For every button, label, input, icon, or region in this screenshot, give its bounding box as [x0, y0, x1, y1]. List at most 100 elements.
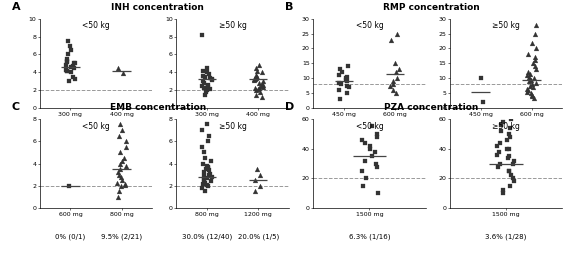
Point	[206, 159, 215, 163]
Point	[113, 170, 122, 175]
Point	[204, 83, 213, 87]
Point	[207, 175, 216, 179]
Point	[343, 79, 352, 83]
Text: PZA concentration: PZA concentration	[384, 103, 478, 112]
Point	[199, 150, 208, 155]
Point	[70, 66, 79, 70]
Point	[67, 65, 76, 69]
Text: A: A	[12, 2, 20, 11]
Point	[343, 64, 352, 69]
Text: 20.0% (1/5): 20.0% (1/5)	[237, 233, 279, 240]
Point	[531, 32, 540, 36]
Point	[198, 186, 207, 190]
Text: 0% (0/2): 0% (0/2)	[106, 133, 137, 140]
Point	[358, 169, 367, 173]
Point	[201, 167, 210, 171]
Point	[69, 60, 78, 65]
Point	[525, 72, 534, 76]
Point	[257, 84, 266, 88]
Text: B: B	[285, 2, 294, 11]
Point	[115, 122, 124, 127]
Point	[207, 179, 216, 184]
Text: 26.7% (4/15): 26.7% (4/15)	[321, 133, 367, 140]
Point	[389, 79, 398, 83]
Point	[202, 88, 211, 92]
Text: INH concentration: INH concentration	[111, 2, 204, 11]
Point	[198, 145, 207, 149]
Point	[64, 39, 73, 43]
Point	[204, 184, 213, 188]
Point	[250, 178, 260, 182]
Point	[254, 86, 263, 91]
Point	[479, 100, 488, 104]
Point	[254, 81, 264, 85]
Point	[113, 195, 122, 199]
Text: 17.4% (4/23): 17.4% (4/23)	[235, 133, 281, 140]
Point	[252, 68, 261, 73]
Point	[68, 64, 77, 68]
Point	[199, 177, 208, 181]
Point	[392, 91, 401, 95]
Point	[253, 75, 262, 79]
Point	[335, 73, 344, 77]
Point	[250, 77, 260, 82]
Point	[389, 88, 398, 92]
Text: 0% (0/1): 0% (0/1)	[55, 233, 86, 240]
Point	[252, 66, 261, 70]
Text: 50.0% (1/2): 50.0% (1/2)	[460, 133, 501, 140]
Point	[198, 84, 207, 88]
Point	[116, 175, 125, 179]
Point	[252, 73, 261, 77]
Point	[523, 88, 532, 92]
Text: RMP concentration: RMP concentration	[383, 2, 479, 11]
Point	[372, 135, 381, 139]
Point	[204, 165, 213, 169]
Point	[522, 90, 531, 94]
Point	[532, 67, 541, 72]
Point	[343, 91, 352, 95]
Point	[202, 176, 211, 180]
Point	[67, 70, 76, 74]
Point	[62, 69, 72, 74]
Point	[64, 184, 73, 188]
Point	[506, 184, 515, 188]
Point	[504, 155, 513, 160]
Point	[258, 83, 268, 87]
Point	[527, 93, 536, 97]
Point	[117, 128, 126, 132]
Text: ≥50 kg: ≥50 kg	[492, 21, 520, 30]
Point	[531, 81, 540, 85]
Text: 12.5% (1/8): 12.5% (1/8)	[374, 133, 416, 140]
Point	[118, 71, 127, 75]
Point	[530, 55, 539, 60]
Point	[119, 156, 128, 160]
Point	[509, 179, 518, 184]
Point	[504, 147, 513, 151]
Point	[252, 76, 261, 80]
Point	[122, 145, 131, 149]
Point	[495, 162, 504, 166]
Point	[203, 66, 212, 70]
Point	[203, 122, 212, 127]
Point	[524, 79, 533, 83]
Point	[494, 150, 503, 154]
Point	[341, 78, 350, 82]
Point	[336, 82, 345, 87]
Point	[251, 189, 260, 194]
Point	[203, 139, 212, 143]
Point	[506, 126, 515, 130]
Point	[61, 63, 70, 67]
Point	[496, 129, 506, 133]
Point	[508, 162, 517, 166]
Point	[252, 88, 261, 92]
Point	[336, 97, 345, 101]
Point	[524, 70, 533, 74]
Point	[62, 58, 72, 63]
Point	[201, 189, 210, 194]
Point	[113, 66, 122, 70]
Point	[117, 159, 126, 163]
Point	[64, 52, 73, 57]
Point	[530, 96, 539, 100]
Text: 28.6% (6/21): 28.6% (6/21)	[184, 133, 230, 140]
Point	[528, 85, 537, 89]
